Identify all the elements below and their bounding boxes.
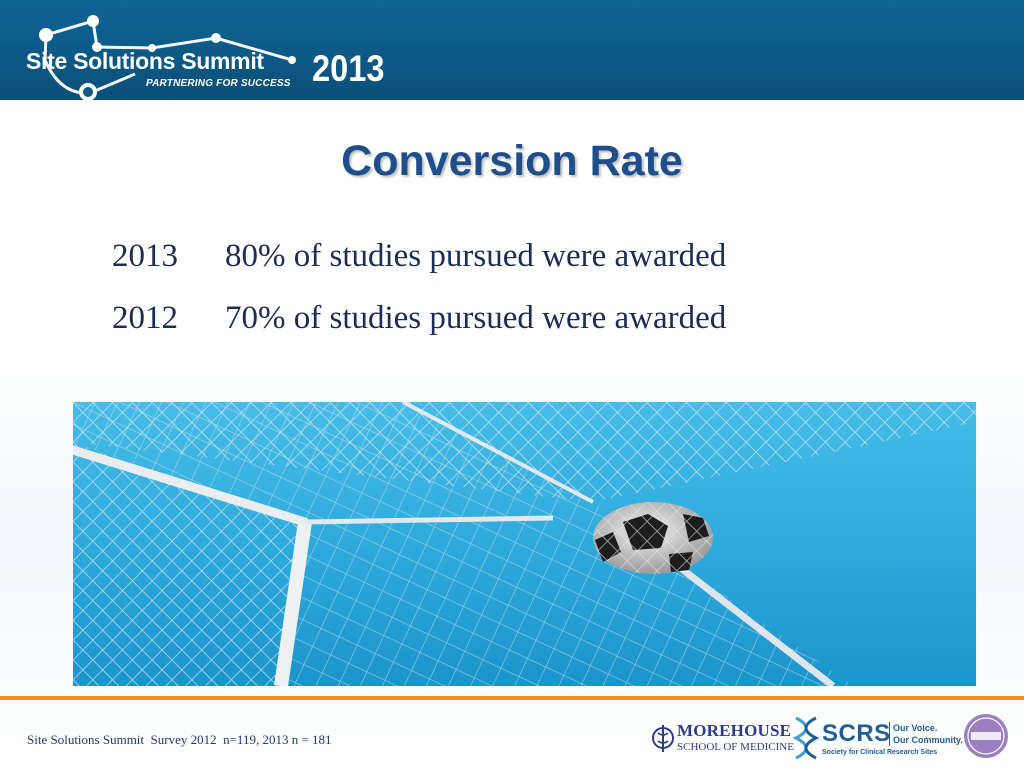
accredited-provider-seal-icon: [963, 713, 1009, 759]
stat-year: 2012: [112, 300, 178, 336]
scrs-tagline-2: Our Community.: [893, 735, 963, 745]
scrs-subtitle: Society for Clinical Research Sites: [822, 749, 938, 756]
header-band: Site Solutions Summit PARTNERING FOR SUC…: [0, 0, 1024, 100]
logo-tagline: PARTNERING FOR SUCCESS: [146, 78, 291, 89]
morehouse-name: MOREHOUSE: [677, 721, 792, 740]
logo-year: 2013: [312, 48, 385, 89]
morehouse-logo: MOREHOUSE SCHOOL OF MEDICINE: [651, 721, 794, 755]
morehouse-subtitle: SCHOOL OF MEDICINE: [677, 741, 794, 753]
stat-year: 2013: [112, 238, 178, 274]
stat-text: 70% of studies pursued were awarded: [225, 300, 727, 336]
scrs-logo: SCRS Our Voice. Our Community. Society f…: [790, 714, 963, 760]
slide-title: Conversion Rate: [341, 137, 683, 185]
scrs-tagline-1: Our Voice.: [893, 723, 938, 733]
stat-text: 80% of studies pursued were awarded: [225, 238, 727, 274]
dna-helix-icon: [792, 716, 820, 760]
scrs-name: SCRS: [822, 720, 891, 747]
stat-line: 2013 80% of studies pursued were awarded: [112, 240, 726, 273]
soccer-ball-in-goal-net-photo: [73, 402, 976, 686]
logo-title: Site Solutions Summit: [26, 48, 264, 74]
footer-rule: [0, 696, 1024, 700]
source-note: Site Solutions Summit Survey 2012 n=119,…: [27, 732, 332, 747]
caduceus-icon: [652, 725, 674, 752]
network-nodes-icon: [39, 15, 296, 100]
stat-line: 2012 70% of studies pursued were awarded: [112, 302, 726, 335]
